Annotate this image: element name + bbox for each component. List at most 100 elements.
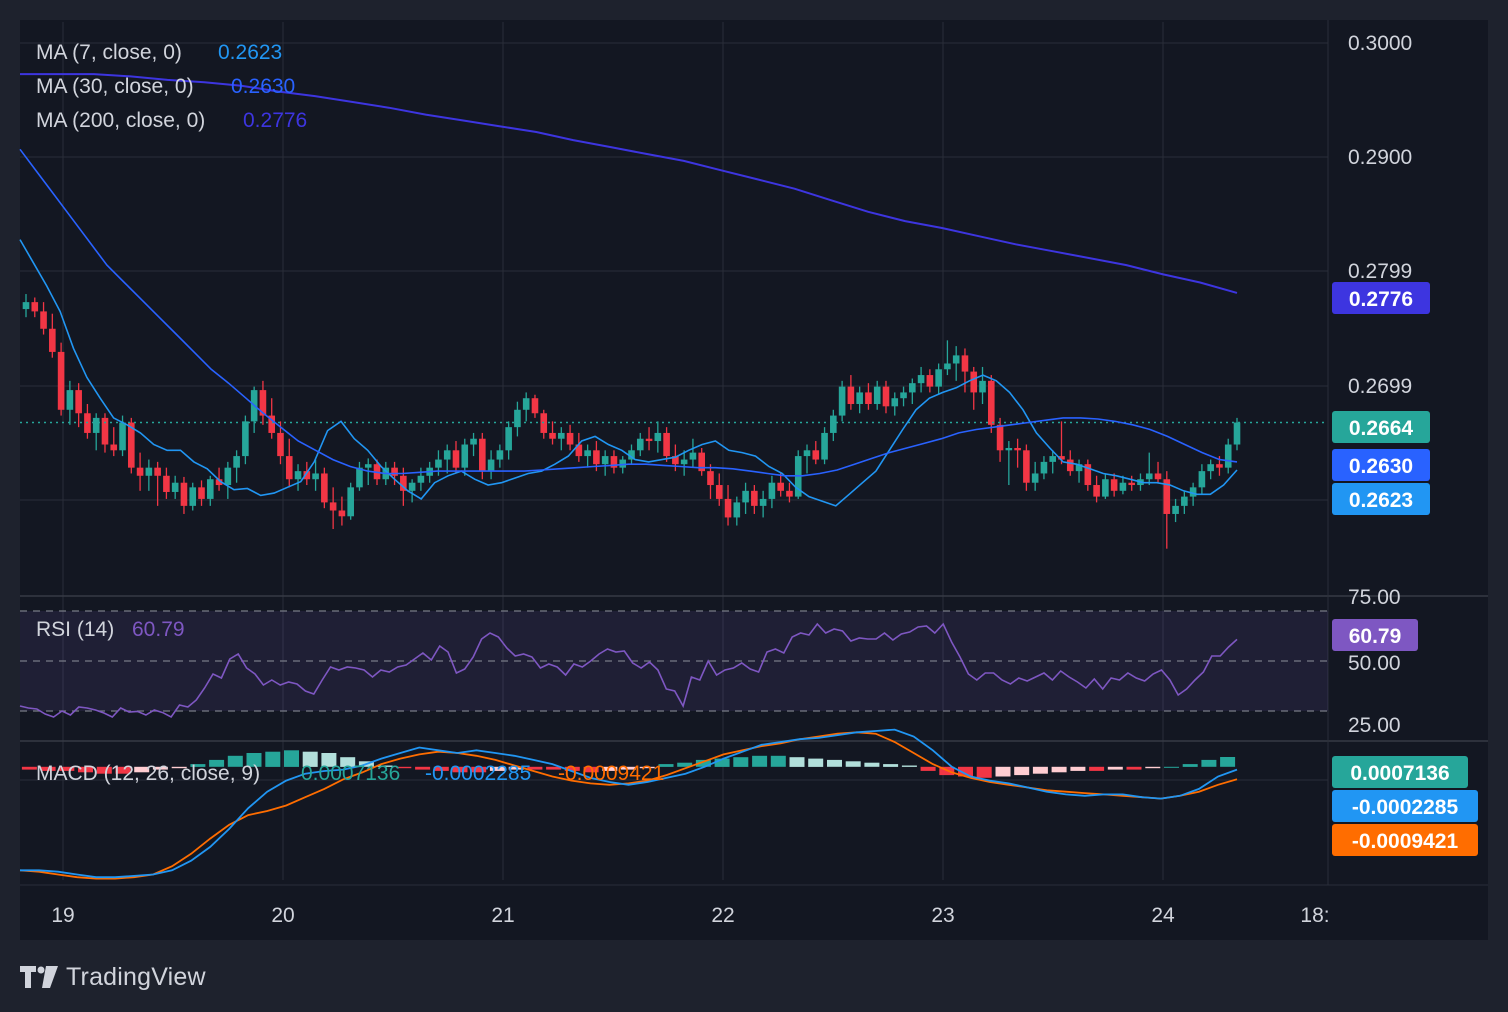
candle bbox=[654, 421, 662, 453]
macd-histogram-bar bbox=[976, 766, 992, 778]
candle-body bbox=[329, 502, 337, 511]
price-tick-label: 0.3000 bbox=[1348, 32, 1412, 55]
candle bbox=[575, 432, 583, 462]
candle bbox=[557, 427, 565, 451]
candle-body bbox=[584, 450, 591, 457]
candle-body bbox=[479, 438, 486, 472]
x-tick-label: 22 bbox=[711, 904, 734, 927]
candle-body bbox=[663, 432, 670, 457]
candle bbox=[917, 366, 925, 393]
candle-body bbox=[891, 398, 899, 407]
candle bbox=[628, 444, 635, 465]
candle-body bbox=[303, 471, 311, 480]
candle-body bbox=[1040, 461, 1048, 474]
macd-histogram-bar bbox=[1107, 766, 1123, 770]
candle-body bbox=[996, 424, 1004, 451]
signal-badge: -0.0009421 bbox=[1352, 830, 1459, 853]
candle-body bbox=[154, 467, 161, 476]
macd-histogram-bar bbox=[1220, 757, 1236, 767]
candle-body bbox=[1233, 422, 1241, 445]
candle-body bbox=[312, 473, 319, 480]
candle-body bbox=[101, 417, 109, 445]
candle bbox=[259, 380, 267, 425]
candle-body bbox=[452, 450, 460, 468]
candle-body bbox=[1207, 464, 1214, 472]
macd-histogram-bar bbox=[883, 764, 899, 767]
legend: MA (7, close, 0) 0.2623 MA (30, close, 0… bbox=[36, 41, 664, 785]
candle bbox=[347, 482, 354, 520]
hist-badge: 0.0007136 bbox=[1350, 762, 1449, 785]
candle-body bbox=[180, 482, 188, 506]
candle-body bbox=[987, 380, 995, 425]
macd-histogram-bar bbox=[21, 766, 37, 770]
macd-legend-macd: -0.0002285 bbox=[425, 762, 531, 785]
candle-body bbox=[707, 471, 714, 486]
candle-body bbox=[242, 421, 249, 457]
candle-body bbox=[1224, 444, 1232, 468]
candle bbox=[715, 473, 723, 506]
candle-body bbox=[1181, 496, 1188, 506]
candle bbox=[733, 496, 741, 526]
macd-histogram-bar bbox=[546, 766, 562, 770]
candle-body bbox=[1049, 456, 1057, 462]
candle bbox=[979, 366, 986, 404]
macd-histogram-bar bbox=[639, 766, 655, 769]
candle-body bbox=[689, 452, 697, 460]
candle-body bbox=[926, 375, 934, 387]
candle-body bbox=[944, 363, 951, 370]
candle-body bbox=[408, 482, 416, 491]
macd-histogram-bar bbox=[808, 758, 824, 767]
candle-body bbox=[715, 485, 723, 499]
brand-name: TradingView bbox=[66, 962, 206, 991]
macd-histogram-bar bbox=[284, 750, 299, 767]
hist-badge-bg bbox=[1332, 756, 1468, 788]
candle bbox=[470, 432, 477, 457]
macd-histogram-bar bbox=[958, 766, 973, 777]
macd-histogram-bar bbox=[96, 766, 112, 774]
macd-badge-bg bbox=[1332, 790, 1478, 822]
candle-body bbox=[400, 475, 407, 491]
grid bbox=[20, 20, 1488, 886]
candle bbox=[751, 485, 758, 514]
candle bbox=[522, 392, 530, 422]
candle-body bbox=[856, 392, 863, 404]
candle bbox=[242, 415, 249, 465]
candle bbox=[926, 369, 934, 393]
ma200-legend-label: MA (200, close, 0) bbox=[36, 109, 205, 132]
candle bbox=[92, 413, 100, 451]
candle bbox=[338, 496, 346, 526]
candle bbox=[285, 438, 293, 488]
macd-histogram-bar bbox=[1089, 766, 1105, 771]
brand[interactable]: TradingView bbox=[20, 960, 206, 994]
candle-body bbox=[882, 386, 890, 407]
macd-histogram-bar bbox=[1201, 759, 1217, 767]
macd-histogram-bar bbox=[321, 753, 337, 767]
candle bbox=[171, 475, 179, 499]
candle-body bbox=[1058, 456, 1065, 460]
macd-histogram-bar bbox=[152, 766, 168, 770]
candle bbox=[531, 394, 539, 418]
candle-body bbox=[768, 482, 776, 499]
candle bbox=[1023, 444, 1030, 491]
macd-legend-label: MACD (12, 26, close, 9) bbox=[36, 762, 260, 785]
candle bbox=[847, 375, 855, 410]
ma30-legend-label: MA (30, close, 0) bbox=[36, 75, 194, 98]
candle-body bbox=[294, 471, 302, 480]
candle-body bbox=[1154, 473, 1162, 480]
macd-histogram-bar bbox=[340, 757, 356, 767]
candle bbox=[1224, 438, 1232, 474]
candle bbox=[1058, 421, 1065, 465]
chart-pane bbox=[20, 20, 1488, 940]
candle bbox=[294, 464, 302, 491]
candle bbox=[163, 467, 170, 499]
macd-line bbox=[20, 728, 1238, 879]
candle-body bbox=[1172, 505, 1179, 514]
candle bbox=[1189, 482, 1197, 506]
signal-badge-bg bbox=[1332, 824, 1478, 856]
candle bbox=[443, 444, 451, 474]
candle bbox=[944, 340, 951, 376]
chart-svg[interactable]: 19 20 21 22 23 24 18: 0.3000 0.2900 0.2799 0.2699 7… bbox=[0, 0, 1508, 960]
candle bbox=[57, 342, 65, 416]
candle-body bbox=[900, 392, 907, 399]
